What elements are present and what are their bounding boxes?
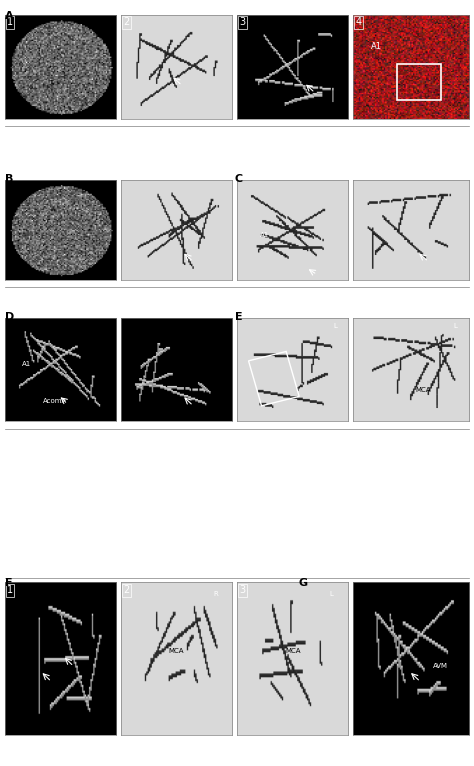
Text: AcomA: AcomA	[43, 398, 67, 404]
Text: G: G	[299, 578, 308, 588]
Text: B: B	[5, 174, 13, 184]
Bar	[397, 64, 441, 100]
Text: L: L	[333, 323, 337, 329]
Text: 3: 3	[239, 585, 246, 595]
Text: A: A	[5, 11, 13, 21]
Bar	[248, 352, 299, 406]
Text: D: D	[5, 312, 14, 322]
Text: A1: A1	[260, 232, 270, 237]
Text: MCA: MCA	[285, 648, 301, 654]
Text: 1: 1	[7, 585, 13, 595]
Text: 2: 2	[123, 585, 129, 595]
Text: L: L	[454, 323, 457, 329]
Text: MCA: MCA	[169, 648, 184, 654]
Text: 3: 3	[239, 18, 246, 28]
Text: E: E	[235, 312, 242, 322]
Text: 2: 2	[123, 18, 129, 28]
Text: F: F	[5, 578, 12, 588]
Text: AVM: AVM	[433, 663, 448, 669]
Text: A1: A1	[22, 362, 32, 368]
Text: MCA: MCA	[415, 388, 430, 393]
Text: A1: A1	[371, 42, 382, 51]
Text: L: L	[330, 591, 334, 597]
Text: 1: 1	[7, 18, 13, 28]
Text: 4: 4	[356, 18, 362, 28]
Text: R: R	[213, 591, 218, 597]
Text: C: C	[235, 174, 243, 184]
